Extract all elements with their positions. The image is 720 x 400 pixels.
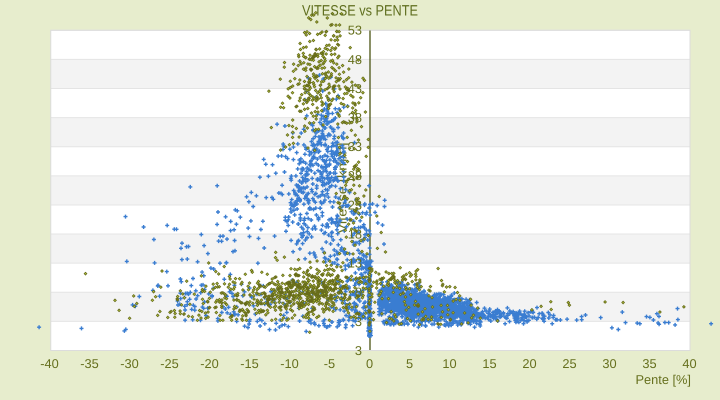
svg-text:25: 25 xyxy=(562,356,576,371)
svg-text:10: 10 xyxy=(442,356,456,371)
svg-text:40: 40 xyxy=(682,356,696,371)
svg-text:38: 38 xyxy=(348,110,362,125)
svg-text:0: 0 xyxy=(366,356,373,371)
svg-text:-30: -30 xyxy=(120,356,139,371)
svg-text:VITESSE vs PENTE: VITESSE vs PENTE xyxy=(302,3,418,20)
svg-text:20: 20 xyxy=(522,356,536,371)
svg-text:3: 3 xyxy=(355,343,362,358)
svg-text:53: 53 xyxy=(348,23,362,38)
svg-text:-10: -10 xyxy=(280,356,299,371)
svg-text:13: 13 xyxy=(348,256,362,271)
svg-text:-40: -40 xyxy=(40,356,59,371)
svg-text:5: 5 xyxy=(406,356,413,371)
svg-text:-5: -5 xyxy=(324,356,335,371)
svg-text:15: 15 xyxy=(482,356,496,371)
svg-text:-25: -25 xyxy=(160,356,179,371)
svg-text:8: 8 xyxy=(355,285,362,300)
svg-text:33: 33 xyxy=(348,139,362,154)
svg-text:23: 23 xyxy=(348,197,362,212)
svg-text:28: 28 xyxy=(348,168,362,183)
svg-text:-15: -15 xyxy=(240,356,259,371)
svg-text:48: 48 xyxy=(348,52,362,67)
svg-text:3: 3 xyxy=(355,314,362,329)
svg-text:30: 30 xyxy=(602,356,616,371)
svg-text:35: 35 xyxy=(642,356,656,371)
svg-text:18: 18 xyxy=(348,227,362,242)
svg-text:-20: -20 xyxy=(200,356,219,371)
svg-text:-35: -35 xyxy=(80,356,99,371)
svg-text:43: 43 xyxy=(348,81,362,96)
svg-text:Pente [%]: Pente [%] xyxy=(636,372,692,387)
